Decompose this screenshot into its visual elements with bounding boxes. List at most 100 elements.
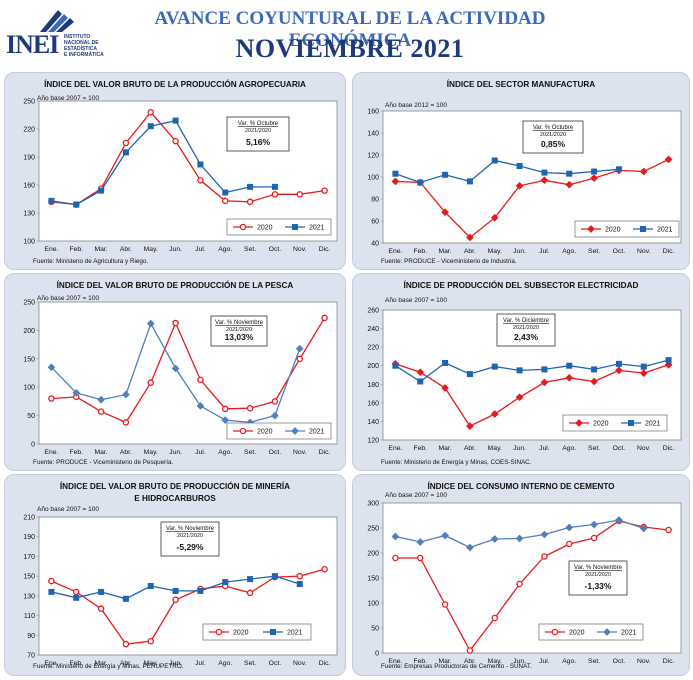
data-point (296, 191, 303, 198)
x-tick-label: Oct. (269, 449, 282, 456)
data-point (321, 314, 328, 322)
x-tick-label: Ene. (388, 445, 402, 452)
data-point (296, 572, 303, 580)
x-tick-label: Ene. (44, 449, 58, 456)
legend-marker (575, 419, 583, 427)
source-note: Fuente: PRODUCE - Viceministerio de Indu… (381, 258, 517, 265)
series-2020 (391, 155, 673, 242)
y-tick-label: 190 (23, 155, 35, 162)
data-point (515, 534, 524, 543)
x-tick-label: Abr. (464, 658, 476, 665)
y-tick-label: 120 (367, 438, 379, 445)
variation-value: 5,16% (246, 137, 271, 147)
data-point (296, 355, 303, 363)
y-tick-label: 250 (367, 526, 379, 533)
series-2021 (392, 157, 622, 186)
legend-box (562, 414, 668, 432)
variation-period: 2021/2020 (177, 533, 203, 539)
logo-subtext: INSTITUTO NACIONAL DE ESTADÍSTICA E INFO… (64, 34, 104, 58)
x-tick-label: Jul. (195, 660, 206, 667)
x-tick-label: Jul. (195, 449, 206, 456)
y-tick-label: 220 (367, 345, 379, 352)
data-point (321, 565, 328, 573)
y-tick-label: 120 (367, 153, 379, 160)
data-point (664, 155, 673, 164)
legend-marker (291, 427, 299, 435)
x-tick-label: Jul. (539, 248, 550, 255)
legend-label: 2021 (657, 227, 673, 234)
chart-title: ÍNDICE DEL SECTOR MANUFACTURA (447, 79, 596, 89)
y-tick-label: 180 (367, 382, 379, 389)
data-point (491, 157, 498, 164)
data-point (491, 363, 498, 370)
data-point (122, 595, 129, 602)
y-tick-label: 250 (23, 99, 35, 106)
x-tick-label: Nov. (637, 658, 651, 665)
x-tick-label: Set. (588, 445, 600, 452)
y-tick-label: 220 (23, 127, 35, 134)
data-point (122, 139, 130, 147)
x-tick-label: Feb. (69, 449, 83, 456)
data-point (221, 197, 229, 205)
data-point (48, 588, 55, 595)
x-tick-label: Nov. (637, 248, 651, 255)
base-year-label: Año base 2007 = 100 (385, 492, 447, 499)
x-tick-label: Jul. (539, 445, 550, 452)
data-point (73, 588, 80, 596)
legend-box (538, 623, 644, 641)
base-year-label: Año base 2007 = 100 (37, 95, 99, 102)
y-tick-label: 60 (371, 219, 379, 226)
variation-value: -1,33% (585, 581, 612, 591)
data-point (541, 553, 548, 560)
x-tick-label: Ene. (44, 660, 58, 667)
x-tick-label: May. (488, 658, 502, 665)
base-year-label: Año base 2007 = 100 (37, 295, 99, 302)
y-tick-label: 80 (371, 197, 379, 204)
data-point (172, 587, 179, 594)
variation-label: Var. % Noviembre (574, 565, 623, 571)
inei-logo: INEI INSTITUTO NACIONAL DE ESTADÍSTICA E… (6, 4, 106, 62)
y-tick-label: 300 (367, 501, 379, 508)
x-tick-label: Dic. (319, 246, 331, 253)
legend-box (226, 422, 332, 440)
chart-panel-cemento: ÍNDICE DEL CONSUMO INTERNO DE CEMENTO Año… (352, 474, 690, 676)
y-tick-label: 130 (23, 211, 35, 218)
data-point (465, 233, 474, 242)
x-tick-label: Set. (244, 660, 256, 667)
data-point (391, 532, 400, 541)
x-tick-label: Nov. (293, 449, 307, 456)
data-point (48, 395, 55, 402)
variation-box (568, 560, 628, 596)
legend-label: 2021 (287, 630, 303, 637)
y-tick-label: 150 (23, 574, 35, 581)
chart-electricidad: ÍNDICE DE PRODUCCIÓN DEL SUBSECTOR ELECT… (367, 279, 682, 466)
logo-text: INEI (6, 30, 59, 59)
source-note: Fuente: Ministerio de Agricultura y Rieg… (33, 258, 148, 265)
data-point (441, 208, 450, 217)
y-tick-label: 100 (367, 175, 379, 182)
plot-area (38, 301, 338, 445)
x-tick-label: Ago. (562, 248, 576, 255)
source-note: Fuente: PRODUCE - Viceministerio de Pesq… (33, 459, 173, 466)
base-year-label: Año base 2007 = 100 (385, 297, 447, 304)
data-point (639, 524, 648, 533)
legend-marker (239, 427, 247, 435)
x-tick-label: Feb. (413, 445, 427, 452)
chart-agropecuaria: ÍNDICE DEL VALOR BRUTO DE LA PRODUCCIÓN … (23, 78, 338, 265)
chart-title: E HIDROCARBUROS (134, 494, 216, 503)
y-tick-label: 50 (371, 626, 379, 633)
data-point (271, 573, 278, 580)
y-tick-label: 190 (23, 534, 35, 541)
legend-marker (292, 224, 298, 230)
data-point (48, 197, 55, 204)
variation-value: 0,85% (541, 139, 566, 149)
data-point (417, 179, 424, 186)
chart-mineria: ÍNDICE DEL VALOR BRUTO DE PRODUCCIÓN DE … (23, 480, 338, 670)
chart-title: ÍNDICE DEL VALOR BRUTO DE PRODUCCIÓN DE … (57, 279, 294, 290)
x-tick-label: Dic. (663, 445, 675, 452)
data-point (73, 201, 80, 208)
data-point (271, 183, 278, 190)
x-tick-label: May. (144, 246, 158, 253)
legend-marker (270, 629, 276, 635)
variation-period: 2021/2020 (540, 132, 566, 138)
